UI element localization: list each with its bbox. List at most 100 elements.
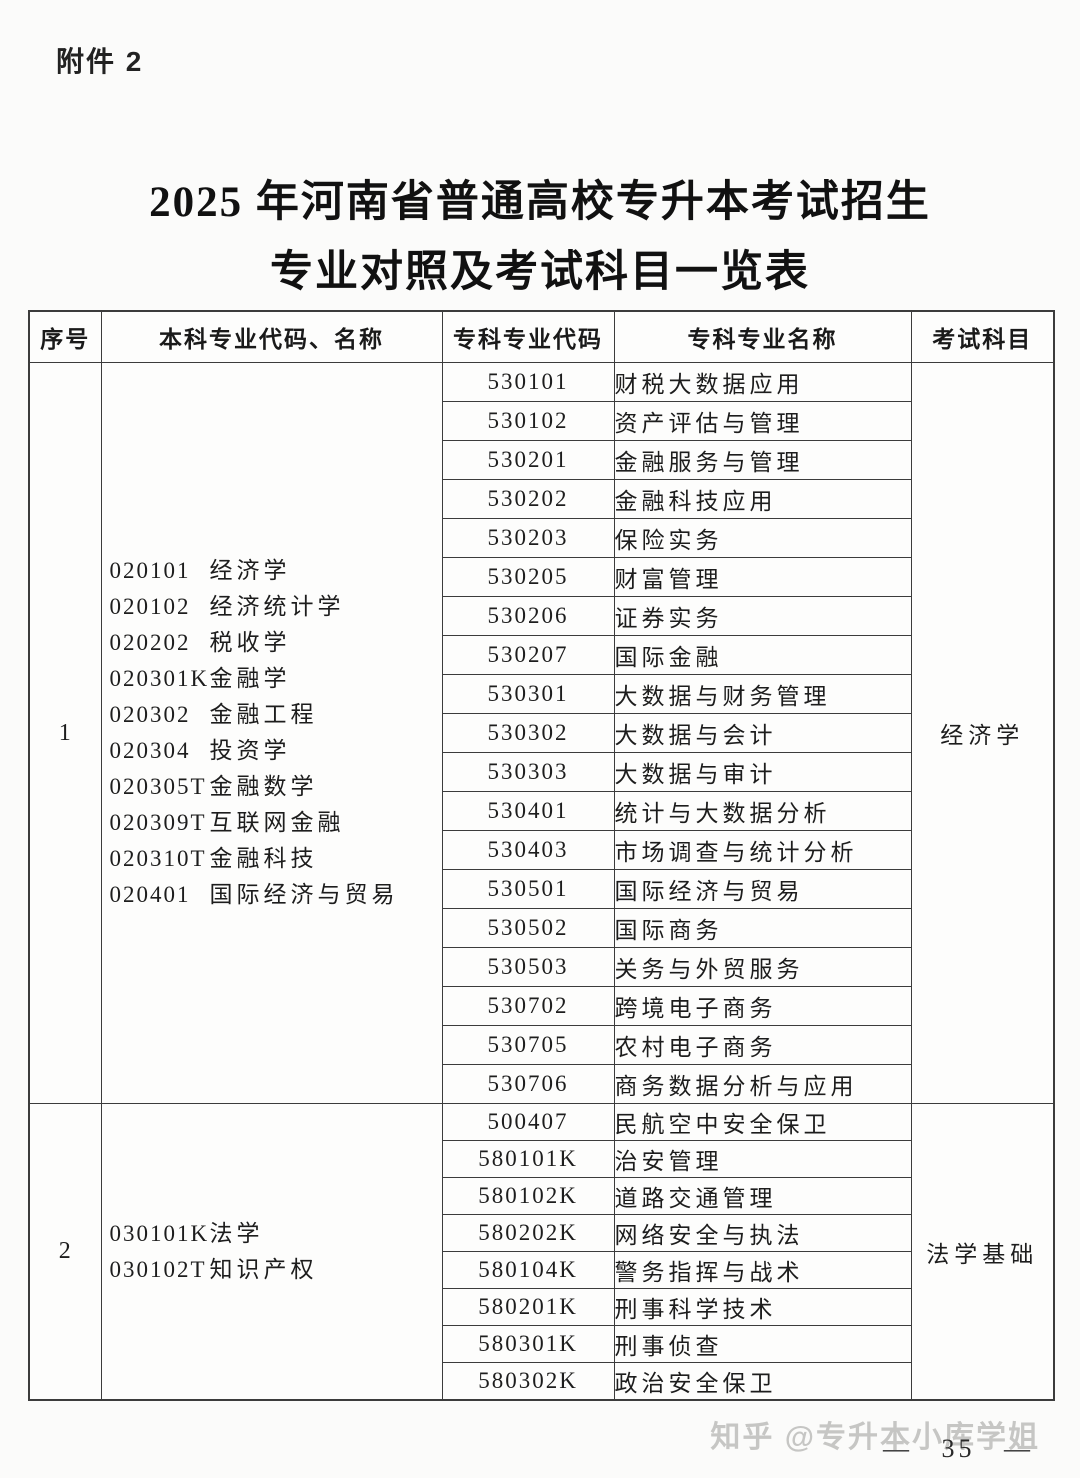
college-major-name-cell: 农村电子商务 [613, 1025, 912, 1065]
college-major-row: 530706 商务数据分析与应用 [29, 1064, 1054, 1104]
college-major-row: 580102K 道路交通管理 [29, 1177, 1054, 1215]
college-major-code-cell: 530302 [441, 713, 615, 753]
undergrad-major-code: 020401 [109, 882, 191, 907]
college-major-code-cell: 530706 [441, 1064, 615, 1104]
undergrad-major-line: 020401 国际经济与贸易 [110, 877, 442, 913]
undergrad-major-code: 020301K [109, 666, 210, 691]
college-major-name-cell: 金融科技应用 [613, 479, 912, 519]
college-major-name-cell: 关务与外贸服务 [613, 947, 912, 987]
undergrad-majors-list: 020101 经济学 020102 经济统计学 020202 税收学 020301K 金融学 0… [102, 553, 442, 913]
college-major-name-cell: 市场调查与统计分析 [613, 830, 912, 870]
college-major-name-cell: 刑事科学技术 [613, 1288, 912, 1326]
college-major-row: 1 020101 经济学 020102 经济统计学 020202 税收学 020301K 金融学… [28, 362, 1055, 1104]
undergrad-major-name: 金融数学 [209, 774, 318, 799]
college-major-name-cell: 道路交通管理 [613, 1177, 912, 1215]
seq-cell: 1 [28, 362, 102, 1104]
page-title-line1: 2025 年河南省普通高校专升本考试招生 [149, 179, 931, 226]
undergrad-major-code: 030102T [109, 1256, 207, 1282]
college-major-code-cell: 530705 [441, 1025, 615, 1065]
college-major-row: 530702 跨境电子商务 [29, 986, 1054, 1026]
college-major-code-cell: 580301K [441, 1325, 615, 1363]
undergrad-major-code: 020305T [109, 774, 207, 799]
college-major-name-cell: 资产评估与管理 [613, 401, 912, 441]
undergrad-major-name: 金融学 [209, 666, 291, 691]
college-major-code-cell: 580201K [441, 1288, 615, 1326]
college-major-row: 530102 资产评估与管理 [29, 401, 1054, 441]
college-major-name-cell: 统计与大数据分析 [613, 791, 912, 831]
college-major-row: 530705 农村电子商务 [29, 1025, 1054, 1065]
college-major-row: 530202 金融科技应用 [29, 479, 1054, 519]
college-major-row: 530501 国际经济与贸易 [29, 869, 1054, 909]
undergrad-major-line: 020310T 金融科技 [110, 841, 442, 877]
college-major-row: 530502 国际商务 [29, 908, 1054, 948]
undergrad-major-name: 国际经济与贸易 [209, 882, 399, 907]
undergrad-majors-list: 030101K 法学 030102T 知识产权 [102, 1216, 442, 1288]
undergrad-major-name: 投资学 [209, 738, 291, 763]
undergrad-major-line: 020304 投资学 [110, 733, 442, 769]
college-major-row: 530301 大数据与财务管理 [29, 674, 1054, 714]
college-major-row: 530403 市场调查与统计分析 [29, 830, 1054, 870]
undergrad-major-line: 020102 经济统计学 [110, 589, 442, 625]
college-major-code-cell: 500407 [441, 1103, 615, 1141]
college-major-row: 530205 财富管理 [29, 557, 1054, 597]
college-major-name-cell: 刑事侦查 [613, 1325, 912, 1363]
college-major-name-cell: 财富管理 [613, 557, 912, 597]
table-header-row: 序号 本科专业代码、名称 专科专业代码 专科专业名称 考试科目 [28, 310, 1055, 363]
table-body: 1 020101 经济学 020102 经济统计学 020202 税收学 020301K 金融学… [28, 362, 1055, 1401]
college-major-row: 580104K 警务指挥与战术 [29, 1251, 1054, 1289]
undergrad-major-name: 经济学 [209, 558, 291, 583]
college-major-row: 530207 国际金融 [29, 635, 1054, 675]
college-major-code-cell: 530203 [441, 518, 615, 558]
college-major-code-cell: 530501 [441, 869, 615, 909]
college-major-code-cell: 530206 [441, 596, 615, 636]
majors-table: 序号 本科专业代码、名称 专科专业代码 专科专业名称 考试科目 1 020101 经济学 02… [28, 310, 1055, 1401]
page-title-line2: 专业对照及考试科目一览表 [270, 249, 810, 296]
college-major-code-cell: 530401 [441, 791, 615, 831]
college-major-code-cell: 530702 [441, 986, 615, 1026]
undergrad-major-line: 020101 经济学 [110, 553, 442, 589]
college-major-code-cell: 530403 [441, 830, 615, 870]
page-number: — 35 — [883, 1434, 1034, 1463]
college-major-code-cell: 580102K [441, 1177, 615, 1215]
college-major-name-cell: 政治安全保卫 [613, 1362, 912, 1401]
undergrad-majors-cell: 030101K 法学 030102T 知识产权 [100, 1103, 443, 1401]
undergrad-major-name: 金融工程 [209, 702, 318, 727]
college-major-code-cell: 530207 [441, 635, 615, 675]
college-major-name-cell: 金融服务与管理 [613, 440, 912, 480]
college-major-name-cell: 跨境电子商务 [613, 986, 912, 1026]
college-major-code-cell: 580202K [441, 1214, 615, 1252]
college-major-code-cell: 580104K [441, 1251, 615, 1289]
college-major-name-cell: 国际经济与贸易 [613, 869, 912, 909]
undergrad-major-line: 020305T 金融数学 [110, 769, 442, 805]
college-major-code-cell: 530201 [441, 440, 615, 480]
college-major-name-cell: 大数据与财务管理 [613, 674, 912, 714]
undergrad-major-code: 020202 [109, 630, 191, 655]
page-title: 2025 年河南省普通高校专升本考试招生 专业对照及考试科目一览表 [0, 168, 1080, 308]
undergrad-major-code: 020304 [109, 738, 191, 763]
college-major-row: 530303 大数据与审计 [29, 752, 1054, 792]
exam-subject-cell: 法学基础 [910, 1103, 1055, 1401]
header-cell-2: 专科专业代码 [441, 310, 615, 363]
seq-cell: 2 [28, 1103, 102, 1401]
undergrad-major-name: 金融科技 [209, 846, 318, 871]
college-major-row: 580302K 政治安全保卫 [29, 1362, 1054, 1401]
college-major-code-cell: 530303 [441, 752, 615, 792]
header-cell-4: 考试科目 [910, 310, 1055, 363]
college-major-name-cell: 国际商务 [613, 908, 912, 948]
undergrad-major-line: 020309T 互联网金融 [110, 805, 442, 841]
college-major-code-cell: 530102 [441, 401, 615, 441]
header-cell-1: 本科专业代码、名称 [100, 310, 443, 363]
watermark: 知乎 @专升本小库学姐 [710, 1421, 1040, 1454]
exam-subject-cell: 经济学 [910, 362, 1055, 1104]
undergrad-major-line: 020202 税收学 [110, 625, 442, 661]
college-major-name-cell: 商务数据分析与应用 [613, 1064, 912, 1104]
college-major-row: 580301K 刑事侦查 [29, 1325, 1054, 1363]
college-major-name-cell: 保险实务 [613, 518, 912, 558]
college-major-name-cell: 警务指挥与战术 [613, 1251, 912, 1289]
college-major-row: 530302 大数据与会计 [29, 713, 1054, 753]
attachment-label: 附件 2 [56, 46, 144, 77]
college-major-code-cell: 530101 [441, 362, 615, 402]
undergrad-major-code: 020302 [109, 702, 191, 727]
undergrad-major-line: 030102T 知识产权 [110, 1252, 442, 1288]
undergrad-major-line: 020302 金融工程 [110, 697, 442, 733]
